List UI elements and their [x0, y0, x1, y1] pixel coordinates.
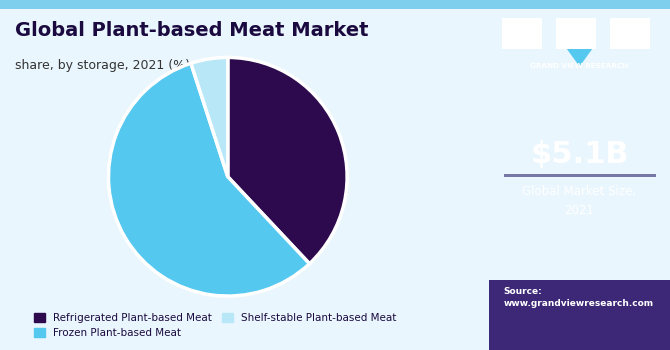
FancyBboxPatch shape: [610, 18, 650, 49]
FancyBboxPatch shape: [556, 18, 596, 49]
Wedge shape: [109, 63, 310, 296]
FancyBboxPatch shape: [504, 174, 655, 177]
Text: Source:
www.grandviewresearch.com: Source: www.grandviewresearch.com: [504, 287, 654, 308]
Text: GRAND VIEW RESEARCH: GRAND VIEW RESEARCH: [531, 63, 628, 69]
Text: $5.1B: $5.1B: [530, 140, 629, 169]
FancyBboxPatch shape: [489, 0, 670, 9]
Text: share, by storage, 2021 (%): share, by storage, 2021 (%): [15, 60, 190, 72]
Wedge shape: [228, 57, 347, 264]
Wedge shape: [191, 57, 228, 177]
Text: Global Plant-based Meat Market: Global Plant-based Meat Market: [15, 21, 368, 40]
FancyBboxPatch shape: [0, 0, 489, 9]
FancyBboxPatch shape: [489, 280, 670, 350]
Legend: Refrigerated Plant-based Meat, Frozen Plant-based Meat, Shelf-stable Plant-based: Refrigerated Plant-based Meat, Frozen Pl…: [31, 309, 399, 341]
Polygon shape: [567, 49, 592, 66]
FancyBboxPatch shape: [502, 18, 541, 49]
Text: Global Market Size,
2021: Global Market Size, 2021: [523, 186, 636, 217]
